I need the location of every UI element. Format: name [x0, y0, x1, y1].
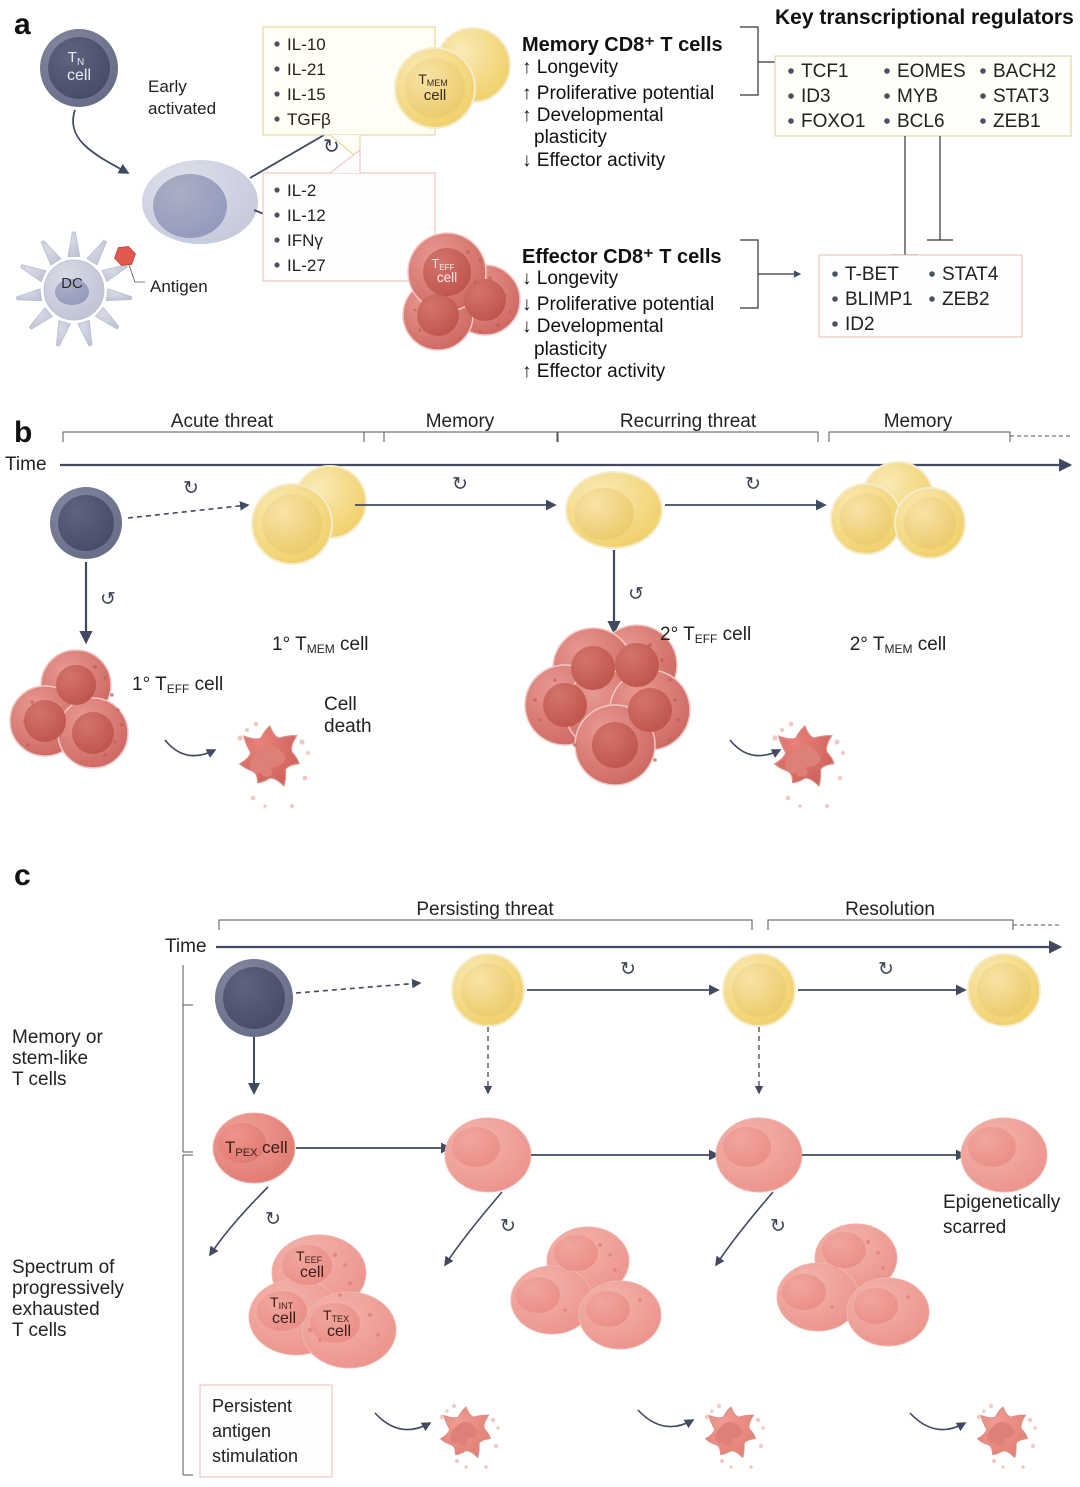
svg-text:1° TMEM cell: 1° TMEM cell [272, 634, 369, 656]
svg-text:IL-12: IL-12 [287, 206, 326, 225]
svg-text:↻: ↻ [745, 474, 761, 495]
svg-text:Acute threat: Acute threat [171, 411, 274, 432]
svg-text:↑ Longevity: ↑ Longevity [522, 57, 619, 78]
svg-text:↺: ↺ [100, 589, 116, 610]
svg-text:STAT4: STAT4 [942, 264, 999, 285]
svg-text:↻: ↻ [500, 1216, 516, 1237]
svg-text:ZEB2: ZEB2 [942, 289, 990, 310]
svg-text:Effector CD8⁺ T cells: Effector CD8⁺ T cells [522, 246, 722, 268]
svg-text:activated: activated [148, 99, 216, 118]
svg-text:1° TEFF cell: 1° TEFF cell [132, 674, 223, 696]
svg-text:T cells: T cells [12, 1069, 67, 1090]
svg-text:↻: ↻ [265, 1209, 281, 1230]
svg-text:↓ Proliferative potential: ↓ Proliferative potential [522, 294, 714, 315]
svg-text:T-BET: T-BET [845, 264, 899, 285]
svg-text:ID2: ID2 [845, 314, 875, 335]
svg-text:IL-21: IL-21 [287, 60, 326, 79]
svg-text:↻: ↻ [770, 1216, 786, 1237]
svg-text:Early: Early [148, 77, 187, 96]
svg-text:TGFβ: TGFβ [287, 110, 331, 129]
svg-text:stem-like: stem-like [12, 1048, 88, 1069]
svg-text:exhausted: exhausted [12, 1299, 100, 1320]
svg-text:↓ Developmental: ↓ Developmental [522, 316, 664, 337]
svg-text:↑ Effector activity: ↑ Effector activity [522, 361, 666, 382]
svg-text:ID3: ID3 [801, 86, 831, 107]
svg-text:IL-10: IL-10 [287, 35, 326, 54]
svg-text:FOXO1: FOXO1 [801, 111, 865, 132]
svg-text:death: death [324, 716, 372, 737]
svg-text:↻: ↻ [183, 478, 199, 499]
svg-text:Key transcriptional regulators: Key transcriptional regulators [775, 6, 1074, 29]
svg-text:STAT3: STAT3 [993, 86, 1049, 107]
svg-text:Memory: Memory [426, 411, 495, 432]
svg-text:Memory: Memory [884, 411, 953, 432]
svg-text:2° TEFF cell: 2° TEFF cell [660, 624, 751, 646]
svg-text:Epigenetically: Epigenetically [943, 1192, 1061, 1213]
svg-text:cell: cell [272, 1310, 296, 1327]
svg-text:EOMES: EOMES [897, 61, 966, 82]
svg-text:IL-15: IL-15 [287, 85, 326, 104]
svg-text:cell: cell [300, 1264, 324, 1281]
svg-text:scarred: scarred [943, 1217, 1006, 1238]
svg-text:BCL6: BCL6 [897, 111, 945, 132]
svg-text:progressively: progressively [12, 1278, 124, 1299]
svg-text:↻: ↻ [452, 474, 468, 495]
svg-text:↑ Proliferative potential: ↑ Proliferative potential [522, 83, 714, 104]
svg-text:ZEB1: ZEB1 [993, 111, 1041, 132]
svg-text:cell: cell [327, 1323, 351, 1340]
svg-text:Memory CD8⁺ T cells: Memory CD8⁺ T cells [522, 34, 723, 56]
svg-text:Persisting threat: Persisting threat [416, 899, 554, 920]
svg-text:cell: cell [67, 67, 91, 84]
svg-text:Resolution: Resolution [845, 899, 935, 920]
svg-text:Memory or: Memory or [12, 1027, 103, 1048]
svg-text:Cell: Cell [324, 694, 357, 715]
svg-text:Time: Time [5, 454, 47, 475]
svg-text:↻: ↻ [620, 959, 636, 980]
svg-text:Recurring threat: Recurring threat [620, 411, 757, 432]
svg-text:↺: ↺ [628, 584, 644, 605]
svg-text:↓ Longevity: ↓ Longevity [522, 268, 619, 289]
svg-text:Spectrum of: Spectrum of [12, 1257, 115, 1278]
svg-text:IL-2: IL-2 [287, 181, 316, 200]
svg-text:IFNγ: IFNγ [287, 231, 323, 250]
svg-text:MYB: MYB [897, 86, 938, 107]
svg-text:IL-27: IL-27 [287, 256, 326, 275]
svg-text:antigen: antigen [212, 1421, 271, 1441]
svg-text:↻: ↻ [878, 959, 894, 980]
svg-text:↓ Effector activity: ↓ Effector activity [522, 150, 666, 171]
svg-text:Persistent: Persistent [212, 1396, 292, 1416]
svg-text:Time: Time [165, 936, 207, 957]
svg-text:plasticity: plasticity [534, 127, 607, 148]
svg-text:↑ Developmental: ↑ Developmental [522, 105, 664, 126]
svg-text:cell: cell [424, 87, 447, 104]
svg-text:cell: cell [437, 270, 457, 285]
svg-text:T cells: T cells [12, 1320, 67, 1341]
svg-text:DC: DC [61, 275, 83, 292]
svg-text:Antigen: Antigen [150, 277, 208, 296]
svg-text:BACH2: BACH2 [993, 61, 1056, 82]
svg-text:stimulation: stimulation [212, 1446, 298, 1466]
svg-text:2° TMEM cell: 2° TMEM cell [850, 634, 947, 656]
svg-text:TCF1: TCF1 [801, 61, 849, 82]
svg-text:plasticity: plasticity [534, 339, 607, 360]
svg-text:BLIMP1: BLIMP1 [845, 289, 913, 310]
